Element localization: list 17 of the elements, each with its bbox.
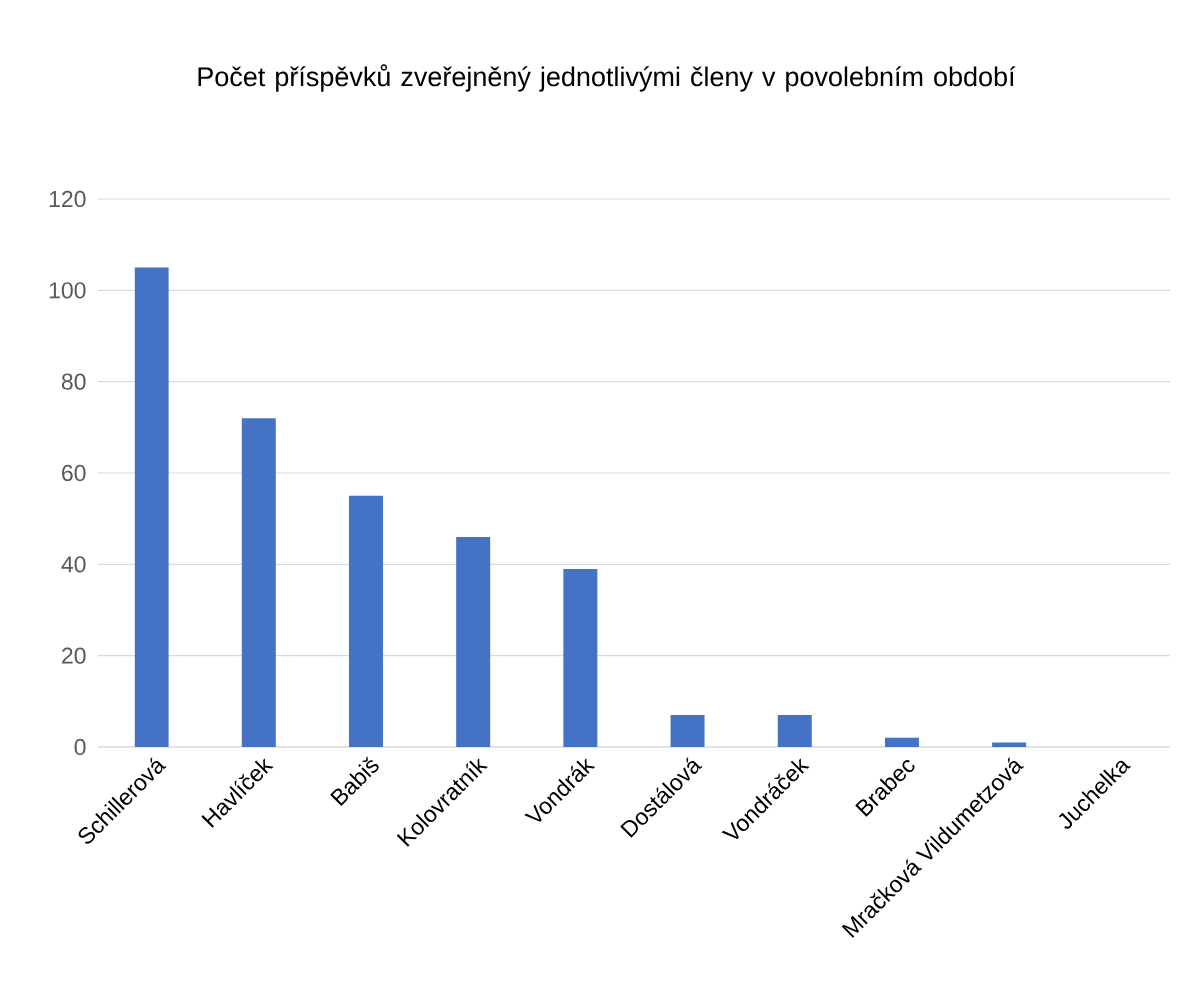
bar <box>241 418 276 747</box>
chart-title: Počet příspěvků zveřejněný jednotlivými členy v povolebním období <box>198 64 1016 92</box>
y-tick-label: 120 <box>49 190 86 208</box>
bar <box>456 536 491 747</box>
y-tick-label: 100 <box>49 282 86 299</box>
bar <box>348 495 383 747</box>
bar <box>992 742 1027 747</box>
bar <box>563 568 598 747</box>
y-tick-label: 40 <box>61 556 86 573</box>
y-tick-label: 0 <box>74 738 86 756</box>
bar <box>670 715 705 747</box>
y-tick-label: 80 <box>61 373 86 390</box>
bar <box>134 267 169 747</box>
bar <box>777 715 812 747</box>
y-tick-label: 60 <box>62 464 86 482</box>
y-tick-label: 20 <box>62 647 86 664</box>
bar <box>884 737 919 747</box>
